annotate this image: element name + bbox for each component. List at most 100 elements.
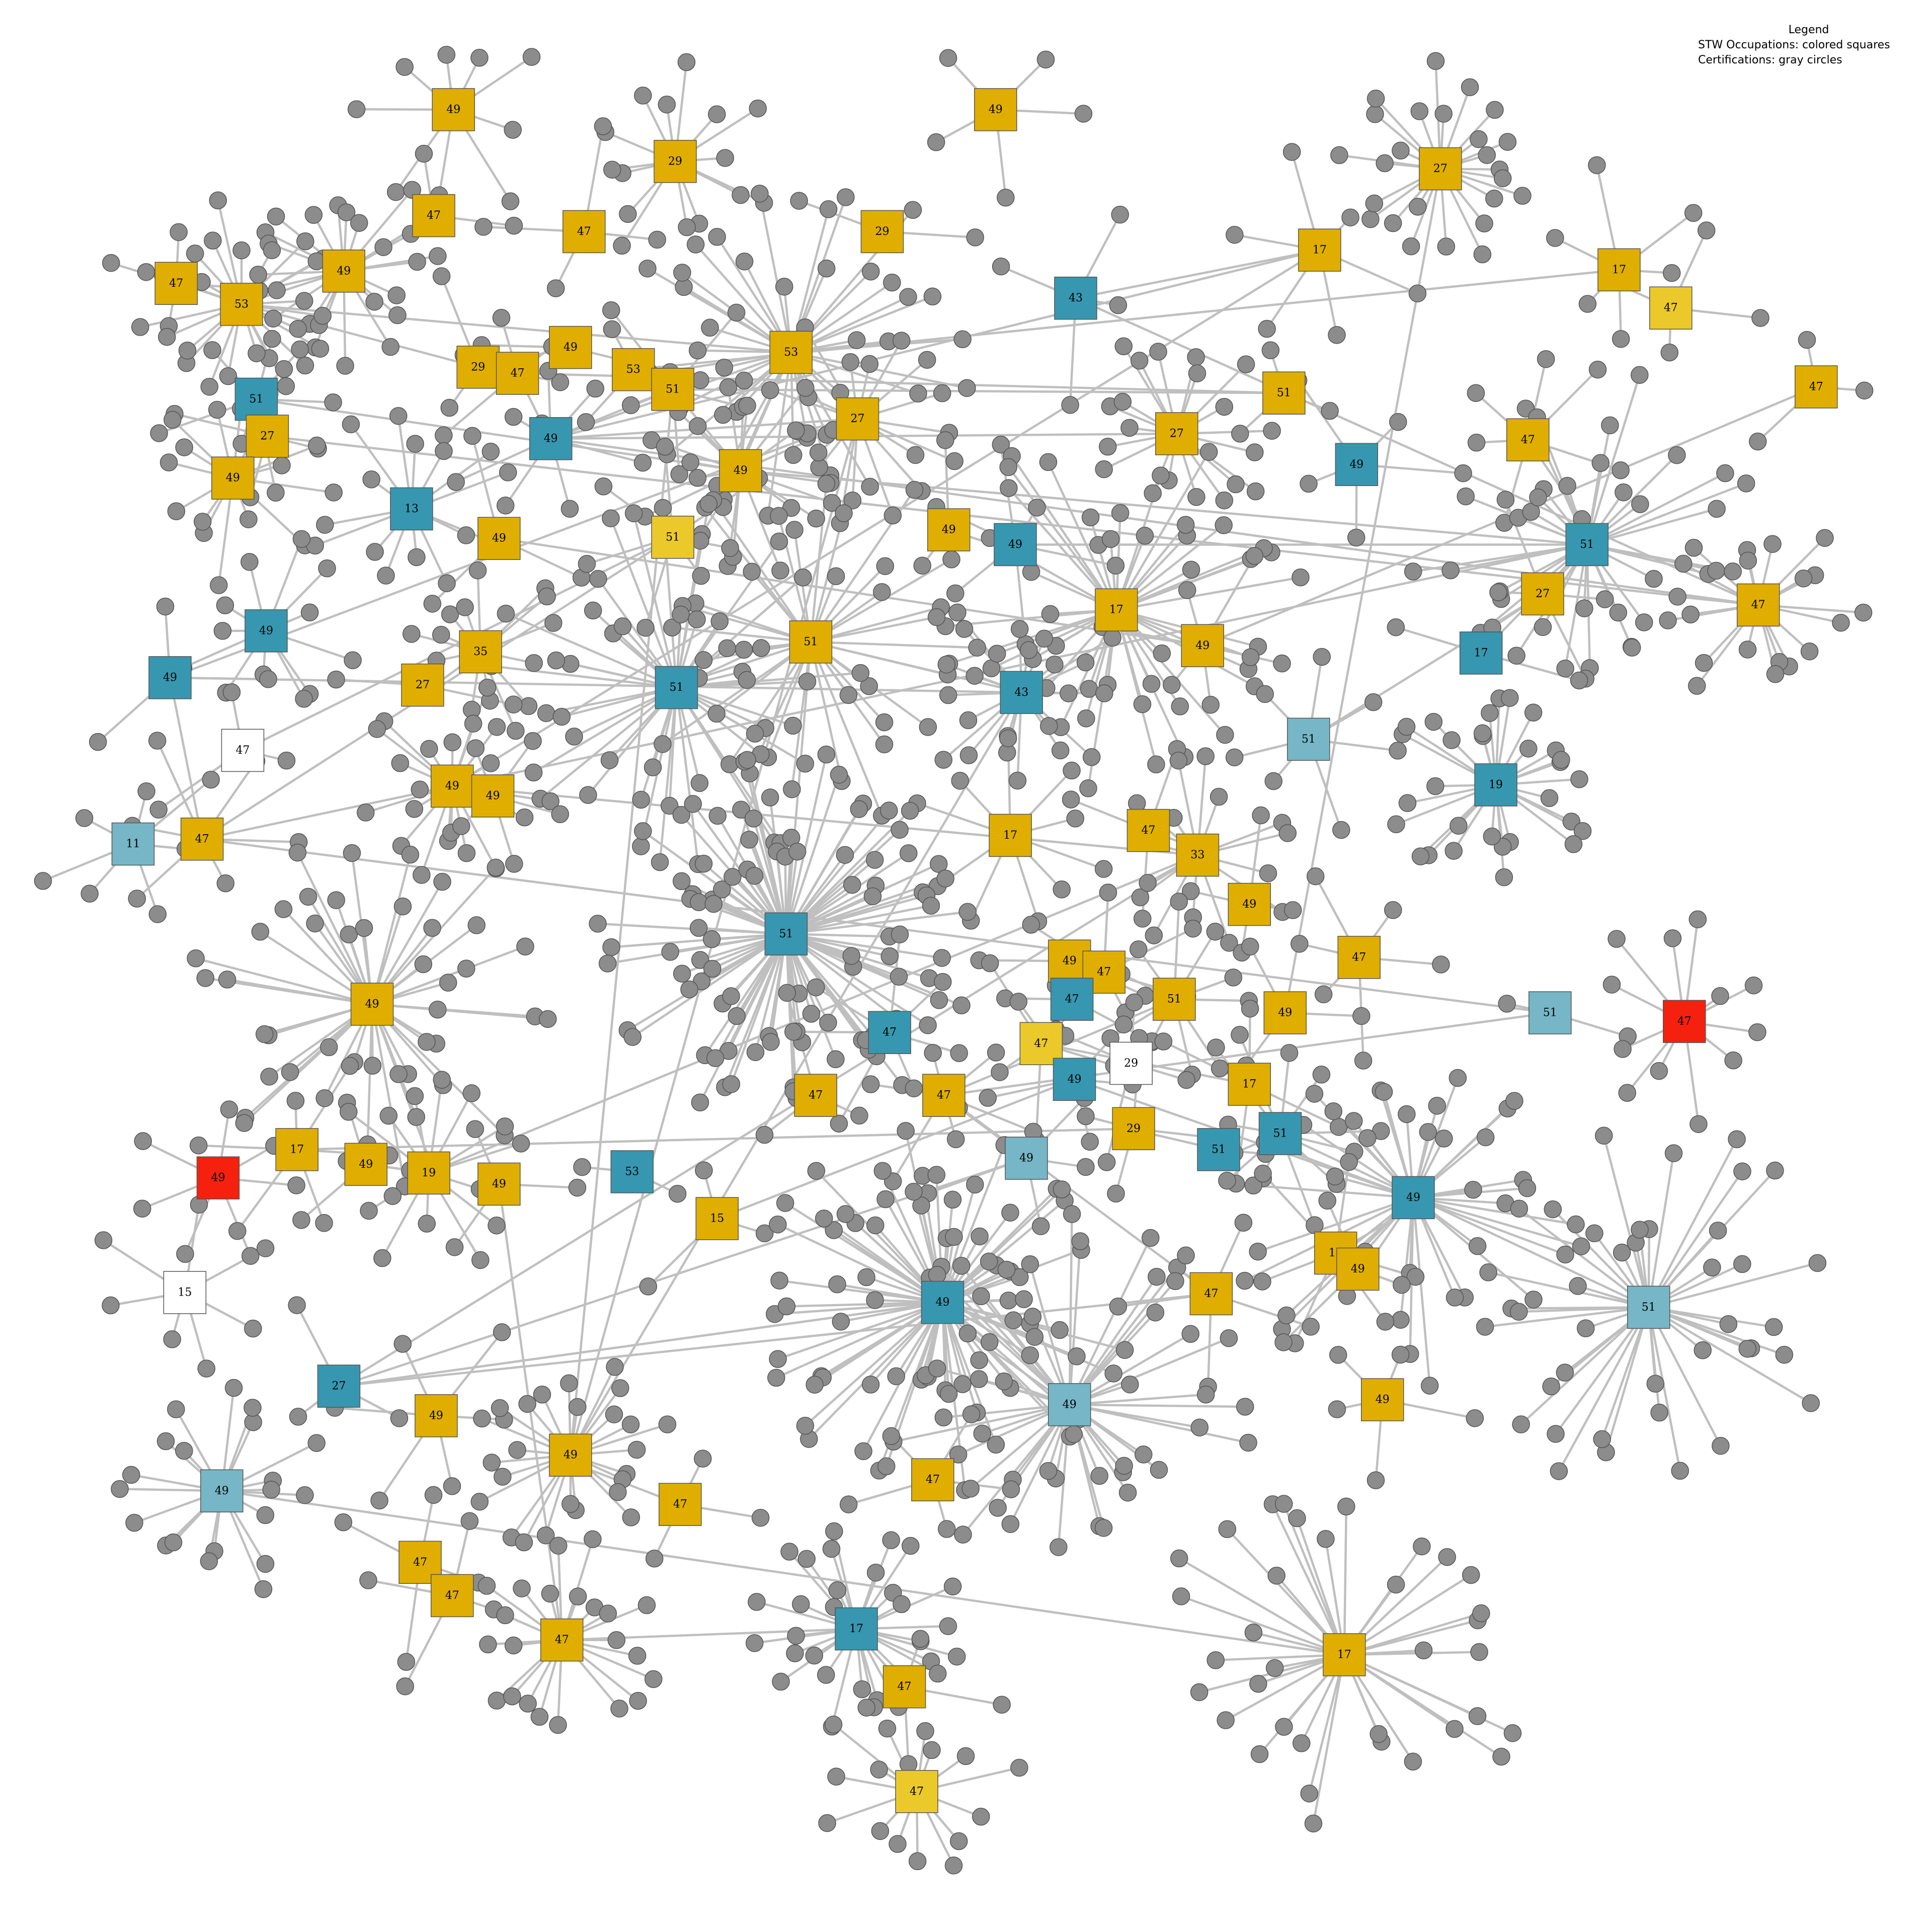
certification-node[interactable] xyxy=(1031,1217,1050,1235)
certification-node[interactable] xyxy=(241,1247,260,1265)
certification-node[interactable] xyxy=(1594,1126,1613,1145)
certification-node[interactable] xyxy=(466,739,485,757)
certification-node[interactable] xyxy=(1437,237,1456,256)
certification-node[interactable] xyxy=(478,678,497,697)
certification-node[interactable] xyxy=(235,1114,254,1132)
certification-node[interactable] xyxy=(292,530,311,548)
certification-node[interactable] xyxy=(945,1228,963,1246)
certification-node[interactable] xyxy=(847,331,866,349)
certification-node[interactable] xyxy=(1398,794,1417,812)
certification-node[interactable] xyxy=(1302,1318,1320,1336)
certification-node[interactable] xyxy=(1419,1123,1437,1141)
certification-node[interactable] xyxy=(818,1814,836,1832)
certification-node[interactable] xyxy=(1387,815,1405,834)
certification-node[interactable] xyxy=(1080,680,1098,698)
certification-node[interactable] xyxy=(202,770,220,789)
certification-node[interactable] xyxy=(1612,461,1630,479)
certification-node[interactable] xyxy=(611,1379,629,1397)
certification-node[interactable] xyxy=(970,1370,988,1388)
certification-node[interactable] xyxy=(277,751,296,770)
certification-node[interactable] xyxy=(1708,500,1726,518)
certification-node[interactable] xyxy=(1136,527,1154,545)
certification-node[interactable] xyxy=(497,604,515,623)
certification-node[interactable] xyxy=(366,543,384,561)
certification-node[interactable] xyxy=(702,930,721,948)
certification-node[interactable] xyxy=(481,754,500,772)
certification-node[interactable] xyxy=(249,266,267,284)
certification-node[interactable] xyxy=(959,746,978,764)
certification-node[interactable] xyxy=(835,504,853,522)
certification-node[interactable] xyxy=(1107,1184,1125,1203)
certification-node[interactable] xyxy=(769,1216,787,1234)
certification-node[interactable] xyxy=(1609,603,1628,622)
certification-node[interactable] xyxy=(440,398,459,417)
certification-node[interactable] xyxy=(393,1335,412,1353)
certification-node[interactable] xyxy=(357,803,375,822)
certification-node[interactable] xyxy=(1170,893,1188,911)
certification-node[interactable] xyxy=(796,1417,815,1435)
certification-node[interactable] xyxy=(1668,446,1686,464)
certification-node[interactable] xyxy=(586,379,605,398)
certification-node[interactable] xyxy=(1077,709,1095,728)
certification-node[interactable] xyxy=(786,1644,804,1662)
certification-node[interactable] xyxy=(638,259,657,278)
certification-node[interactable] xyxy=(936,431,954,449)
certification-node[interactable] xyxy=(1234,1214,1253,1232)
certification-node[interactable] xyxy=(1051,741,1070,760)
certification-node[interactable] xyxy=(633,453,652,472)
certification-node[interactable] xyxy=(438,574,456,592)
certification-node[interactable] xyxy=(1066,810,1084,828)
certification-node[interactable] xyxy=(1170,1549,1188,1568)
certification-node[interactable] xyxy=(1288,1509,1306,1527)
certification-node[interactable] xyxy=(1540,789,1559,808)
certification-node[interactable] xyxy=(167,1400,185,1418)
certification-node[interactable] xyxy=(690,774,709,792)
certification-node[interactable] xyxy=(340,925,358,944)
certification-node[interactable] xyxy=(1166,1272,1184,1291)
certification-node[interactable] xyxy=(1101,530,1120,548)
certification-node[interactable] xyxy=(325,484,343,502)
occupation-node[interactable]: 47 xyxy=(1189,1272,1233,1316)
occupation-node[interactable]: 47 xyxy=(1663,1000,1706,1043)
certification-node[interactable] xyxy=(805,1646,824,1665)
certification-node[interactable] xyxy=(1414,1641,1433,1660)
certification-node[interactable] xyxy=(1250,1745,1269,1763)
occupation-node[interactable]: 51 xyxy=(1153,978,1196,1021)
certification-node[interactable] xyxy=(1120,419,1139,437)
certification-node[interactable] xyxy=(928,1266,946,1284)
certification-node[interactable] xyxy=(603,320,621,339)
certification-node[interactable] xyxy=(1424,712,1443,731)
certification-node[interactable] xyxy=(908,1852,927,1871)
certification-node[interactable] xyxy=(1241,937,1259,956)
certification-node[interactable] xyxy=(363,1057,382,1075)
occupation-node[interactable]: 43 xyxy=(1000,671,1043,714)
certification-node[interactable] xyxy=(1684,539,1703,557)
certification-node[interactable] xyxy=(1764,1318,1783,1336)
certification-node[interactable] xyxy=(939,49,957,67)
certification-node[interactable] xyxy=(1800,642,1819,661)
certification-node[interactable] xyxy=(1518,1179,1537,1197)
certification-node[interactable] xyxy=(343,844,361,862)
certification-node[interactable] xyxy=(395,58,414,76)
certification-node[interactable] xyxy=(544,614,562,632)
certification-node[interactable] xyxy=(148,905,167,923)
certification-node[interactable] xyxy=(1077,1107,1095,1125)
certification-node[interactable] xyxy=(1596,590,1614,608)
certification-node[interactable] xyxy=(1505,1092,1523,1110)
certification-node[interactable] xyxy=(1361,210,1380,228)
certification-node[interactable] xyxy=(267,484,285,502)
certification-node[interactable] xyxy=(694,651,713,669)
certification-node[interactable] xyxy=(524,763,543,782)
certification-node[interactable] xyxy=(1171,697,1189,715)
certification-node[interactable] xyxy=(1645,570,1663,588)
occupation-node[interactable]: 47 xyxy=(1337,936,1381,979)
certification-node[interactable] xyxy=(204,231,222,250)
certification-node[interactable] xyxy=(80,884,99,903)
certification-node[interactable] xyxy=(710,612,729,630)
certification-node[interactable] xyxy=(1045,656,1064,674)
certification-node[interactable] xyxy=(714,406,732,424)
certification-node[interactable] xyxy=(1397,717,1416,736)
certification-node[interactable] xyxy=(373,1249,391,1267)
certification-node[interactable] xyxy=(539,1010,557,1028)
certification-node[interactable] xyxy=(1241,648,1260,667)
